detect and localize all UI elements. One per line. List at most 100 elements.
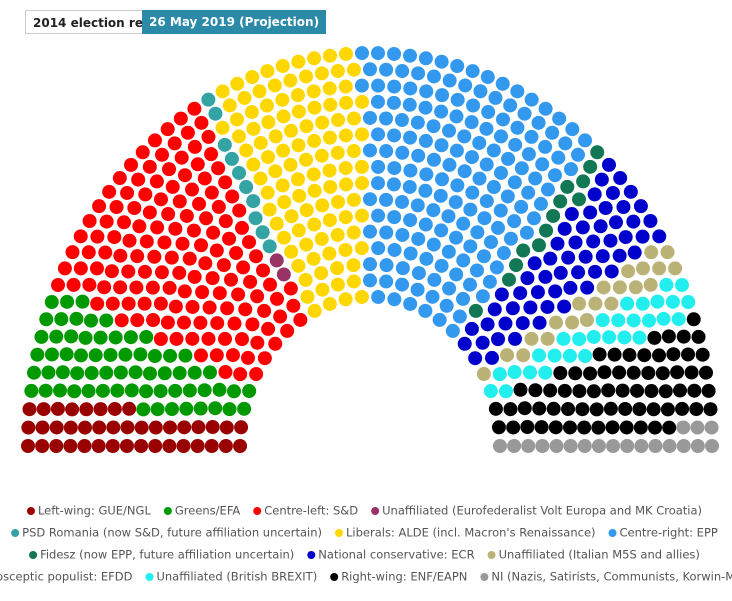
seat [176, 315, 191, 330]
seat [394, 113, 409, 128]
seat [147, 249, 162, 264]
seat [449, 143, 464, 158]
seat [177, 284, 192, 299]
tab-active[interactable]: 26 May 2019 (Projection) [142, 10, 327, 34]
seat [217, 137, 232, 152]
seat [244, 105, 259, 120]
seat [135, 145, 150, 160]
seat [315, 115, 330, 130]
seat [232, 203, 247, 218]
seat [222, 98, 237, 113]
seat [161, 207, 176, 222]
seat [371, 46, 386, 61]
seat [104, 264, 119, 279]
seat [36, 402, 51, 417]
seat [108, 330, 123, 345]
seat [218, 365, 233, 380]
seat [586, 384, 601, 399]
seat [552, 111, 567, 126]
seat [632, 402, 647, 417]
seat [532, 401, 547, 416]
seat [634, 439, 649, 453]
seat [591, 439, 606, 453]
seat [322, 246, 337, 261]
seat [473, 84, 488, 99]
seat [164, 250, 179, 265]
seat [346, 111, 361, 126]
seat [434, 223, 449, 238]
seat [570, 147, 585, 162]
seat [466, 98, 481, 113]
seat [201, 92, 216, 107]
seat [219, 420, 234, 435]
seat [63, 420, 78, 435]
seat [206, 225, 221, 240]
seat [485, 350, 500, 365]
seat [655, 366, 670, 381]
seat [160, 315, 175, 330]
seat [671, 312, 686, 327]
seat [21, 420, 36, 435]
seat [165, 179, 180, 194]
seat [492, 439, 507, 453]
seat [557, 299, 572, 314]
seat [198, 256, 213, 271]
seat [291, 54, 306, 69]
seat [603, 401, 618, 416]
seat [124, 383, 139, 398]
seat [149, 174, 164, 189]
seat [218, 439, 233, 453]
seat [448, 195, 463, 210]
legend-swatch [253, 507, 262, 515]
seat [439, 298, 454, 313]
seat [173, 111, 188, 126]
seat [449, 230, 464, 245]
seat [231, 129, 246, 144]
seat [250, 335, 265, 350]
seat [81, 245, 96, 260]
seat [465, 185, 480, 200]
seat [339, 95, 354, 110]
seat [187, 365, 202, 380]
seat [637, 348, 652, 363]
seat [562, 348, 577, 363]
seat [283, 281, 298, 296]
seat [494, 129, 509, 144]
seat [193, 315, 208, 330]
seat [403, 213, 418, 228]
seat [515, 316, 530, 331]
seat [475, 335, 490, 350]
seat [24, 383, 39, 398]
seat [182, 383, 197, 398]
seat [128, 365, 143, 380]
seat [208, 106, 223, 121]
seat [363, 143, 377, 158]
seat [604, 296, 619, 311]
seat [97, 280, 112, 295]
seat [516, 348, 531, 363]
seat [561, 250, 576, 265]
seat [250, 289, 265, 304]
seat [220, 301, 235, 316]
seat [565, 315, 580, 330]
seat [578, 249, 593, 264]
seat [300, 289, 315, 304]
seat [44, 295, 59, 310]
seat [322, 130, 337, 145]
seat [379, 62, 394, 77]
seat [644, 384, 659, 399]
seat [234, 332, 249, 347]
seat [606, 439, 621, 453]
seat [418, 217, 433, 232]
seat [464, 150, 479, 165]
seat [182, 251, 197, 266]
seat [284, 209, 299, 224]
legend-label: Unaffiliated (Italian M5S and allies) [499, 548, 700, 562]
seat [53, 383, 68, 398]
seat [500, 189, 515, 204]
seat [35, 439, 50, 453]
seat [60, 294, 75, 309]
seat [230, 112, 245, 127]
seat [162, 280, 177, 295]
seat [204, 185, 219, 200]
